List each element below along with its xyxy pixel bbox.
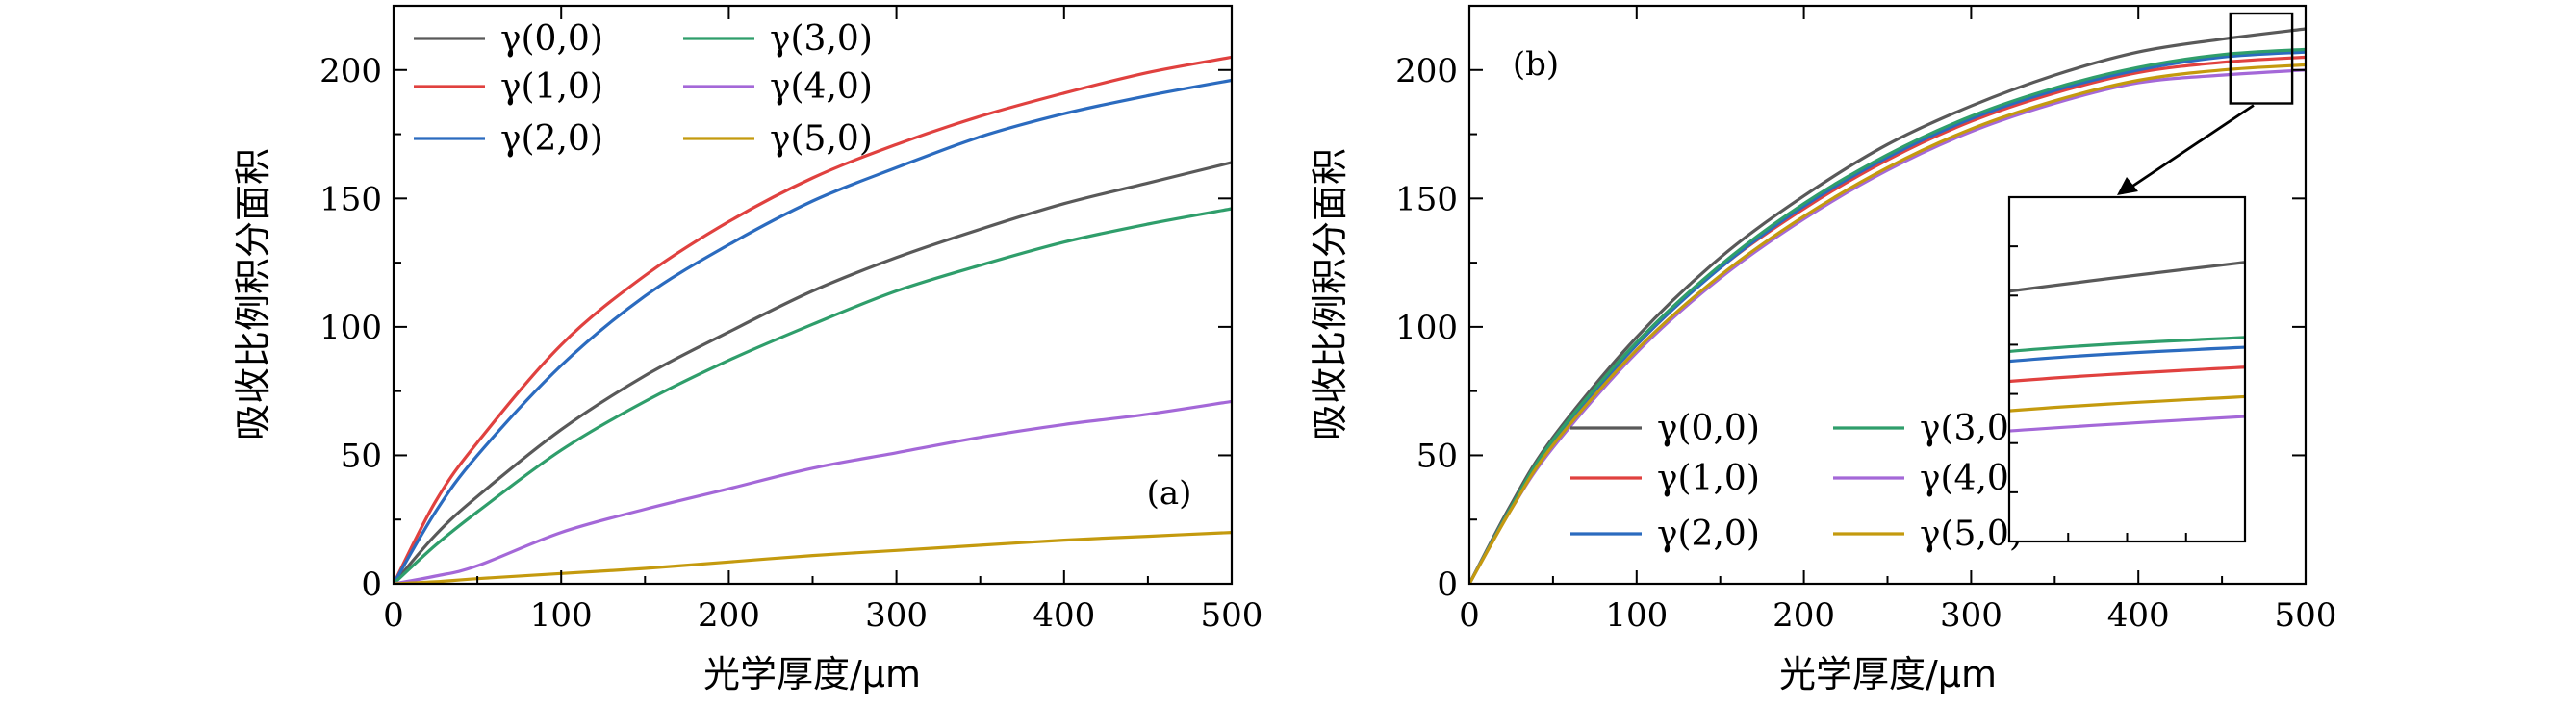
- x-axis-label: 光学厚度/μm: [703, 653, 921, 695]
- y-tick-label: 0: [1437, 566, 1458, 604]
- legend: γ(0,0) γ(1,0) γ(2,0) γ(3,0) γ(4,0) γ(5,0): [1570, 409, 2023, 554]
- legend-entry: γ(0,0): [1657, 409, 1760, 448]
- inset-series-line: [2009, 261, 2245, 293]
- y-tick-label: 50: [1416, 437, 1458, 475]
- y-tick-label: 100: [1395, 309, 1458, 347]
- inset-series-line: [2009, 365, 2245, 384]
- panel-b: 0 100 200 300 400 500 0 50 100 150 200 光学厚度/μm 吸收比例积…: [1309, 4, 2337, 695]
- series-line-1-5: [1469, 63, 2306, 584]
- panel-label: (a): [1147, 474, 1192, 513]
- y-tick-label: 150: [319, 180, 382, 218]
- y-tick-label: 200: [319, 52, 382, 90]
- x-tick-label: 300: [1940, 596, 2002, 635]
- y-tick-label: 0: [361, 566, 382, 604]
- x-tick-label: 500: [1201, 596, 1263, 635]
- y-tick-label: 100: [319, 309, 382, 347]
- series-line-0-4: [394, 399, 1232, 584]
- series-line-1-0: [1469, 27, 2306, 584]
- x-tick-label: 400: [1033, 596, 1095, 635]
- legend-entry: γ(5,0): [1920, 515, 2023, 554]
- x-tick-label: 100: [1605, 596, 1668, 635]
- zoom-region-box: [2229, 12, 2294, 105]
- legend: γ(0,0) γ(1,0) γ(2,0) γ(3,0) γ(4,0) γ(5,0): [414, 19, 873, 159]
- legend-entry: γ(4,0): [1920, 459, 2023, 498]
- legend-entry: γ(1,0): [1657, 459, 1760, 498]
- panel-label: (b): [1513, 45, 1559, 84]
- legend-entry: γ(1,0): [500, 67, 603, 107]
- x-tick-label: 500: [2275, 596, 2337, 635]
- legend-entry: γ(3,0): [1920, 409, 2023, 448]
- inset-plot: [2007, 195, 2247, 543]
- y-tick-label: 150: [1395, 180, 1458, 218]
- x-tick-label: 0: [1459, 596, 1480, 635]
- legend-entry: γ(3,0): [770, 19, 873, 59]
- legend-entry: γ(2,0): [1657, 515, 1760, 554]
- zoom-arrow: [2121, 104, 2255, 195]
- y-tick-label: 200: [1395, 52, 1458, 90]
- series-line-1-3: [1469, 47, 2306, 584]
- series-line-0-2: [394, 78, 1232, 584]
- series-line-0-1: [394, 55, 1232, 584]
- legend-entry: γ(0,0): [500, 19, 603, 59]
- x-axis-label: 光学厚度/μm: [1779, 653, 1997, 695]
- x-tick-label: 400: [2107, 596, 2170, 635]
- inset-series-line: [2009, 336, 2245, 354]
- y-axis-label: 吸收比例积分面积: [232, 148, 274, 440]
- series-line-0-5: [394, 531, 1232, 584]
- x-tick-label: 200: [1773, 596, 1835, 635]
- inset-series-line: [2009, 394, 2245, 413]
- x-tick-label: 100: [530, 596, 593, 635]
- zoom-arrowhead: [2117, 177, 2138, 195]
- series-line-0-0: [394, 161, 1232, 584]
- y-axis-label: 吸收比例积分面积: [1309, 148, 1351, 440]
- inset-series-line: [2009, 415, 2245, 433]
- x-tick-label: 300: [865, 596, 928, 635]
- series-line-0-3: [394, 207, 1232, 584]
- series-line-1-2: [1469, 50, 2306, 584]
- legend-entry: γ(2,0): [500, 119, 603, 159]
- legend-entry: γ(5,0): [770, 119, 873, 159]
- x-tick-label: 0: [383, 596, 404, 635]
- legend-entry: γ(4,0): [770, 67, 873, 107]
- panel-a: 0 100 200 300 400 500 0 50 100 150 200 光学厚度/μm 吸收比例积…: [232, 4, 1263, 695]
- x-tick-label: 200: [698, 596, 760, 635]
- inset-series-line: [2009, 345, 2245, 364]
- y-tick-label: 50: [341, 437, 382, 475]
